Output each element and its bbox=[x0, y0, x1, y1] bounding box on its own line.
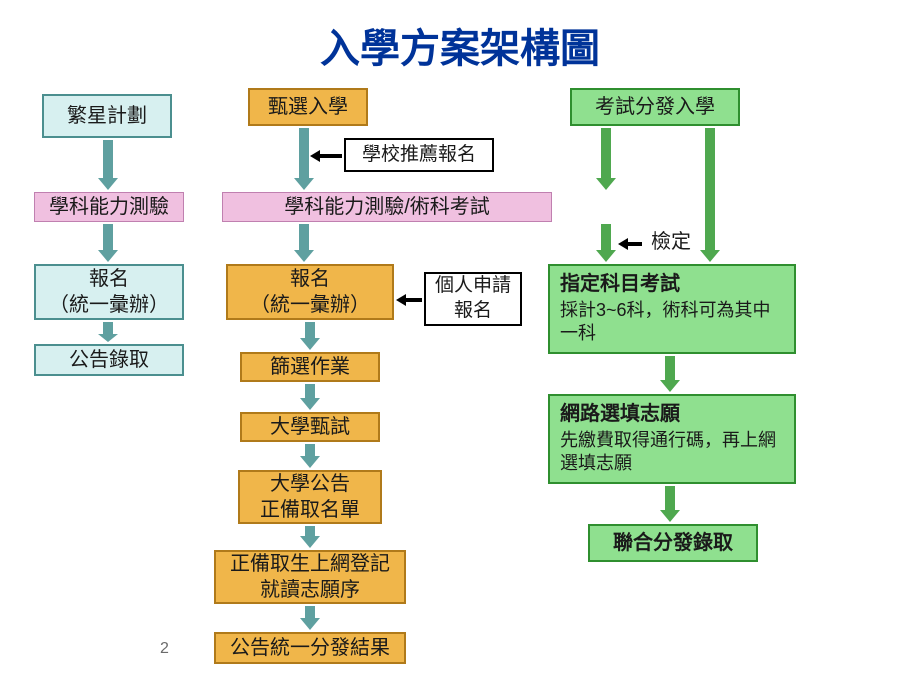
node-col3_subj: 指定科目考試採計3~6科，術科可為其中一科 bbox=[548, 264, 796, 354]
node-lbl_personal-line-0: 個人申請 bbox=[435, 274, 511, 299]
node-col3_final: 聯合分發錄取 bbox=[588, 524, 758, 562]
node-col1_ann: 公告錄取 bbox=[34, 344, 184, 376]
arrow-down-3 bbox=[294, 224, 314, 262]
node-col1_reg-line-1: （統一彙辦） bbox=[49, 292, 169, 318]
arrow-down-9 bbox=[596, 128, 616, 190]
node-col2_list: 大學公告正備取名單 bbox=[238, 470, 382, 524]
node-col2_list-line-1: 正備取名單 bbox=[260, 497, 360, 523]
arrow-down-7 bbox=[300, 526, 320, 548]
arrow-down-5 bbox=[300, 384, 320, 410]
node-col3_subj-title: 指定科目考試 bbox=[560, 272, 784, 297]
node-lbl_personal: 個人申請報名 bbox=[424, 272, 522, 326]
page-title: 入學方案架構圖 bbox=[0, 16, 920, 74]
node-col1_reg: 報名（統一彙辦） bbox=[34, 264, 184, 320]
arrow-down-6 bbox=[300, 444, 320, 468]
node-col3_wish: 網路選填志願先繳費取得通行碼，再上網選填志願 bbox=[548, 394, 796, 484]
node-mid_pink: 學科能力測驗/術科考試 bbox=[222, 192, 552, 222]
arrow-down-connector bbox=[98, 322, 118, 342]
node-col2_list-line-0: 大學公告 bbox=[270, 471, 350, 497]
flowchart-stage: 入學方案架構圖 2 繁星計劃學科能力測驗報名（統一彙辦）公告錄取甄選入學學科能力… bbox=[0, 0, 920, 690]
node-col2_reg: 報名（統一彙辦） bbox=[226, 264, 394, 320]
node-col1_pink: 學科能力測驗 bbox=[34, 192, 184, 222]
node-col3_wish-title: 網路選填志願 bbox=[560, 402, 784, 427]
arrow-down-1 bbox=[98, 224, 118, 262]
node-col2_reg-line-0: 報名 bbox=[290, 266, 330, 292]
node-lbl_verify: 檢定 bbox=[644, 228, 698, 256]
node-col2_exam: 大學甄試 bbox=[240, 412, 380, 442]
arrow-down-11 bbox=[700, 128, 720, 262]
node-col2_online: 正備取生上網登記就讀志願序 bbox=[214, 550, 406, 604]
arrow-down-8 bbox=[300, 606, 320, 630]
node-col1_top: 繁星計劃 bbox=[42, 94, 172, 138]
arrow-left-2 bbox=[618, 238, 642, 250]
node-lbl_school: 學校推薦報名 bbox=[344, 138, 494, 172]
node-col3_wish-body: 先繳費取得通行碼，再上網選填志願 bbox=[560, 429, 784, 474]
arrow-down-0 bbox=[98, 140, 118, 190]
arrow-down-12 bbox=[660, 356, 680, 392]
node-col2_online-line-0: 正備取生上網登記 bbox=[230, 551, 390, 577]
arrow-left-0 bbox=[310, 150, 342, 162]
arrow-down-4 bbox=[300, 322, 320, 350]
node-lbl_personal-line-1: 報名 bbox=[454, 299, 492, 324]
slide-number: 2 bbox=[160, 640, 169, 658]
node-col2_reg-line-1: （統一彙辦） bbox=[250, 292, 370, 318]
node-col2_top: 甄選入學 bbox=[248, 88, 368, 126]
arrow-down-13 bbox=[660, 486, 680, 522]
node-col1_reg-line-0: 報名 bbox=[89, 266, 129, 292]
node-col2_filter: 篩選作業 bbox=[240, 352, 380, 382]
node-col2_pub: 公告統一分發結果 bbox=[214, 632, 406, 664]
node-col3_top: 考試分發入學 bbox=[570, 88, 740, 126]
node-col2_online-line-1: 就讀志願序 bbox=[260, 577, 360, 603]
arrow-left-1 bbox=[396, 294, 422, 306]
arrow-down-10 bbox=[596, 224, 616, 262]
node-col3_subj-body: 採計3~6科，術科可為其中一科 bbox=[560, 299, 784, 344]
